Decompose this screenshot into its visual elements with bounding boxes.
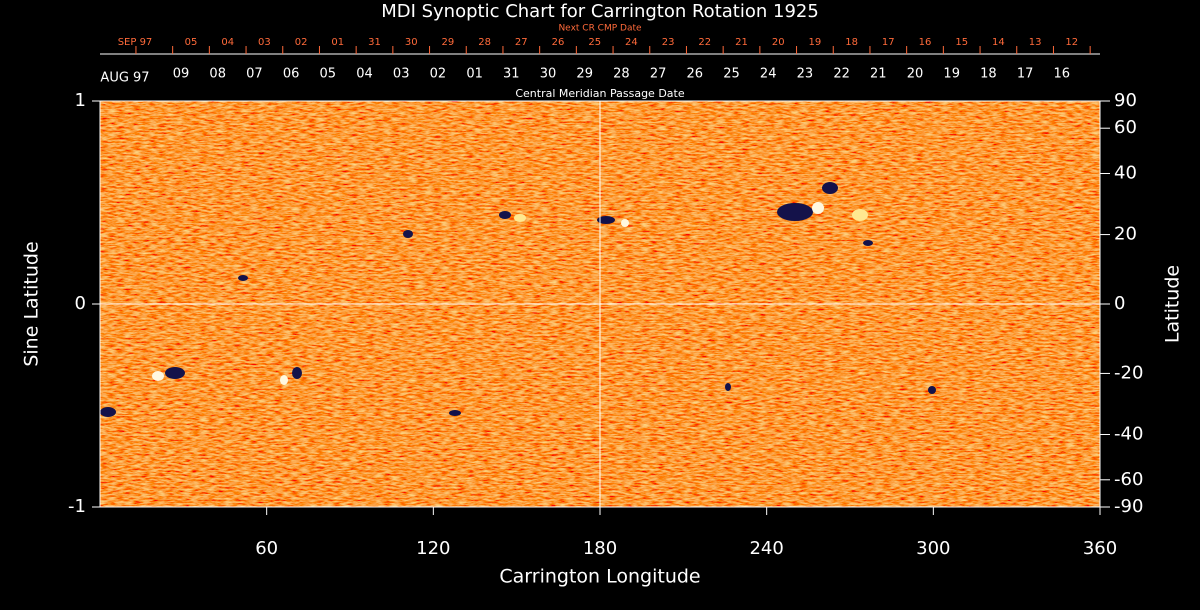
date-label: 27 [515, 37, 528, 48]
date-label: 26 [687, 67, 704, 82]
x-tick-label: 300 [916, 538, 950, 559]
date-label: 21 [870, 67, 887, 82]
date-label: 26 [552, 37, 565, 48]
date-label: 16 [1054, 67, 1071, 82]
date-label: 31 [368, 37, 381, 48]
date-label: 24 [760, 67, 777, 82]
date-label: 05 [185, 37, 198, 48]
date-label: 04 [356, 67, 373, 82]
y2-tick-label: 90 [1114, 90, 1137, 111]
y-tick-label: 1 [75, 90, 86, 111]
date-label: SEP 97 [118, 37, 153, 48]
date-label: 12 [1065, 37, 1078, 48]
date-label: 29 [442, 37, 455, 48]
date-label: 21 [735, 37, 748, 48]
y2-tick-label: 40 [1114, 163, 1137, 184]
date-label: 16 [919, 37, 932, 48]
date-label: 19 [943, 67, 960, 82]
y-axis-label: Sine Latitude [21, 241, 43, 366]
date-label: 19 [809, 37, 822, 48]
y2-tick-label: 20 [1114, 224, 1137, 245]
date-label: 22 [698, 37, 711, 48]
date-label: 02 [295, 37, 308, 48]
date-axis-name: Central Meridian Passage Date [515, 87, 684, 100]
date-label: 23 [797, 67, 814, 82]
date-label: 23 [662, 37, 675, 48]
date-label: 03 [393, 67, 410, 82]
date-label: 18 [980, 67, 997, 82]
date-axis-name: Next CR CMP Date [558, 24, 642, 34]
date-label: 25 [723, 67, 740, 82]
date-label: 27 [650, 67, 667, 82]
active-regions [100, 182, 936, 417]
date-label: 20 [907, 67, 924, 82]
y2-tick-label: -90 [1114, 496, 1143, 517]
date-label: AUG 97 [100, 71, 149, 86]
x-axis-label: Carrington Longitude [499, 566, 700, 588]
date-label: 22 [833, 67, 850, 82]
date-label: 06 [283, 67, 300, 82]
x-tick-label: 120 [416, 538, 450, 559]
date-label: 02 [430, 67, 447, 82]
x-tick-label: 180 [583, 538, 617, 559]
date-label: 28 [478, 37, 491, 48]
date-label: 18 [845, 37, 858, 48]
date-label: 01 [331, 37, 344, 48]
date-label: 17 [1017, 67, 1034, 82]
date-label: 28 [613, 67, 630, 82]
date-label: 15 [955, 37, 968, 48]
date-label: 14 [992, 37, 1005, 48]
date-label: 17 [882, 37, 895, 48]
date-label: 04 [221, 37, 234, 48]
date-label: 09 [173, 67, 190, 82]
y2-tick-label: 60 [1114, 117, 1137, 138]
y2-tick-label: -60 [1114, 469, 1143, 490]
y-tick-label: 0 [75, 293, 86, 314]
date-label: 03 [258, 37, 271, 48]
date-label: 13 [1029, 37, 1042, 48]
y2-tick-label: -40 [1114, 423, 1143, 444]
date-label: 01 [466, 67, 483, 82]
date-label: 29 [576, 67, 593, 82]
date-label: 31 [503, 67, 520, 82]
y2-tick-label: 0 [1114, 293, 1125, 314]
date-label: 20 [772, 37, 785, 48]
y-tick-label: -1 [68, 496, 86, 517]
y2-tick-label: -20 [1114, 362, 1143, 383]
date-label: 07 [246, 67, 263, 82]
date-label: 05 [320, 67, 337, 82]
date-label: 30 [540, 67, 557, 82]
date-label: 24 [625, 37, 638, 48]
x-tick-label: 60 [255, 538, 278, 559]
date-label: 30 [405, 37, 418, 48]
chart-title: MDI Synoptic Chart for Carrington Rotati… [381, 1, 819, 22]
date-label: 08 [209, 67, 226, 82]
y2-axis-label: Latitude [1162, 265, 1184, 343]
x-tick-label: 360 [1083, 538, 1117, 559]
x-tick-label: 240 [749, 538, 783, 559]
date-label: 25 [588, 37, 601, 48]
